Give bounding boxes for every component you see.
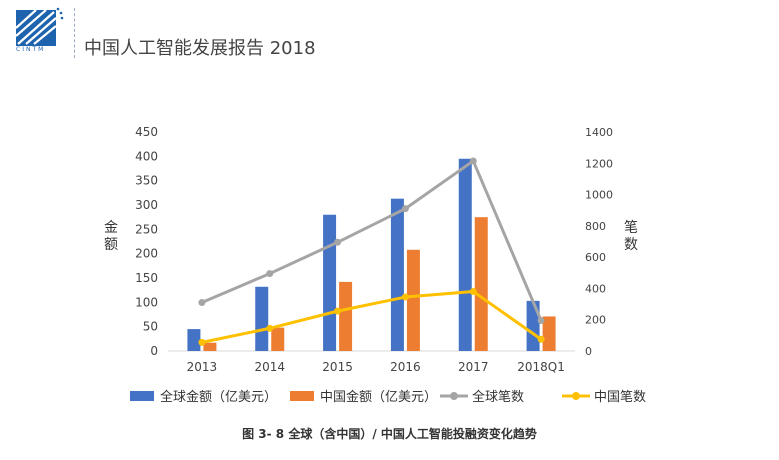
line-point <box>198 299 206 307</box>
legend-marker <box>572 392 580 400</box>
bar <box>203 342 217 351</box>
y-tick-label: 50 <box>143 320 158 334</box>
line-point <box>266 324 274 332</box>
logo-text: CINTM <box>16 46 46 53</box>
line-point <box>266 270 274 278</box>
bar <box>390 198 404 351</box>
bar <box>255 286 269 351</box>
header-divider <box>74 8 75 58</box>
legend-label: 全球金额（亿美元） <box>160 389 277 405</box>
y2-tick-label: 1000 <box>585 189 613 202</box>
bar <box>526 300 540 351</box>
x-tick-label: 2016 <box>390 360 421 374</box>
line-point <box>334 307 342 315</box>
legend-swatch <box>130 391 154 401</box>
series-line <box>201 159 543 322</box>
bar <box>542 316 556 351</box>
legend-label: 中国金额（亿美元） <box>320 389 437 405</box>
y2-axis-title-char: 数 <box>624 237 638 253</box>
y2-axis-title-char: 笔 <box>624 220 638 236</box>
line-point <box>537 316 545 324</box>
legend-label: 全球笔数 <box>472 389 524 405</box>
y-tick-label: 200 <box>135 247 158 261</box>
page-title: 中国人工智能发展报告 2018 <box>84 38 316 59</box>
legend-label: 中国笔数 <box>594 389 646 405</box>
line-point <box>334 238 342 246</box>
y2-tick-label: 0 <box>585 345 592 358</box>
bar <box>339 281 353 351</box>
legend-swatch <box>290 391 314 401</box>
x-tick-label: 2014 <box>254 360 285 374</box>
line-point <box>198 338 206 346</box>
y-tick-label: 100 <box>135 295 158 309</box>
logo-icon <box>15 7 64 46</box>
bar <box>458 158 472 351</box>
y2-tick-label: 200 <box>585 314 606 327</box>
series-line <box>201 290 542 344</box>
y2-tick-label: 800 <box>585 220 606 233</box>
bar <box>323 214 337 351</box>
y-tick-label: 400 <box>135 149 158 163</box>
y-tick-label: 150 <box>135 271 158 285</box>
line-point <box>401 205 409 213</box>
y2-tick-label: 600 <box>585 251 606 264</box>
bar <box>271 327 285 351</box>
y-tick-label: 350 <box>135 174 158 188</box>
y-axis-title-char: 金 <box>104 220 118 236</box>
x-tick-label: 2017 <box>458 360 489 374</box>
bar <box>474 217 488 351</box>
line-point <box>469 157 477 165</box>
y-tick-label: 0 <box>150 344 158 358</box>
line-point <box>537 335 545 343</box>
line-point <box>401 293 409 301</box>
x-tick-label: 2015 <box>322 360 353 374</box>
x-tick-label: 2013 <box>187 360 218 374</box>
legend-marker <box>450 392 458 400</box>
figure-caption: 图 3- 8 全球（含中国）/ 中国人工智能投融资变化趋势 <box>242 427 537 441</box>
y-axis-title-char: 额 <box>104 237 118 253</box>
bar <box>406 249 420 351</box>
x-tick-label: 2018Q1 <box>517 360 565 374</box>
y2-tick-label: 1400 <box>585 126 613 139</box>
y-tick-label: 250 <box>135 222 158 236</box>
y2-tick-label: 1200 <box>585 157 613 170</box>
combo-chart: 0 50 100 150 200 250 300 350 400 450 0 200 400 600 800… <box>104 125 646 405</box>
y-tick-label: 450 <box>135 125 158 139</box>
y2-tick-label: 400 <box>585 282 606 295</box>
bar <box>187 329 201 351</box>
line-point <box>469 288 477 296</box>
y-tick-label: 300 <box>135 198 158 212</box>
